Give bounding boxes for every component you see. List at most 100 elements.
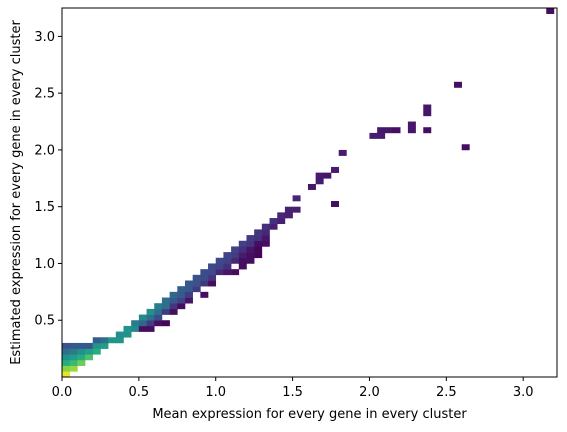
x-axis-label: Mean expression for every gene in every … — [152, 407, 467, 422]
heatmap-cell — [154, 314, 163, 321]
heatmap-cell — [92, 337, 101, 344]
heatmap-cell — [461, 144, 470, 151]
heatmap-cell — [331, 201, 340, 207]
heatmap-cell — [161, 303, 170, 310]
heatmap-cell — [69, 354, 78, 361]
heatmap-cell — [246, 240, 255, 247]
heatmap-cell — [192, 286, 201, 293]
heatmap-cell — [200, 291, 209, 298]
heatmap-cell — [261, 223, 270, 230]
heatmap-cell — [138, 314, 147, 321]
heatmap-cell — [269, 218, 278, 225]
heatmap-cell — [284, 212, 293, 219]
heatmap-cell — [62, 342, 70, 349]
heatmap-cell — [154, 303, 163, 310]
heatmap-cell — [92, 348, 101, 355]
plot-frame — [61, 7, 558, 378]
heatmap-cell — [215, 257, 224, 264]
heatmap-cell — [62, 348, 70, 355]
y-tick-label: 2.0 — [34, 143, 55, 158]
heatmap-cell — [184, 286, 193, 293]
heatmap-cell — [108, 337, 117, 344]
heatmap-cells — [62, 8, 555, 378]
heatmap-cell — [161, 308, 170, 315]
heatmap-cell — [115, 331, 124, 338]
heatmap-cell — [100, 342, 109, 349]
heatmap-cell — [215, 269, 224, 276]
heatmap-cell — [238, 257, 247, 264]
heatmap-cell — [323, 172, 332, 179]
heatmap-cell — [261, 229, 270, 236]
heatmap-cell — [138, 320, 147, 327]
heatmap-cell — [123, 331, 132, 338]
heatmap-cell — [69, 348, 78, 355]
heatmap-cell — [238, 252, 247, 259]
heatmap-cell — [62, 371, 70, 378]
heatmap-cell — [338, 149, 347, 156]
y-tick-label: 3.0 — [34, 30, 55, 45]
heatmap-cell — [208, 274, 217, 281]
heatmap-cell — [208, 263, 217, 270]
heatmap-cell — [177, 297, 186, 304]
heatmap-cell — [292, 206, 301, 213]
heatmap-cell — [208, 269, 217, 276]
heatmap-cell — [407, 127, 416, 134]
x-tick-label: 2.5 — [436, 385, 457, 400]
heatmap-cell — [184, 280, 193, 287]
heatmap-cell — [377, 132, 386, 139]
heatmap-cell — [208, 280, 217, 287]
heatmap-cell — [115, 337, 124, 344]
heatmap-cell — [69, 365, 78, 372]
heatmap-cell — [184, 291, 193, 298]
heatmap-cell — [377, 127, 386, 134]
y-axis-label: Estimated expression for every gene in e… — [9, 20, 24, 365]
heatmap-cell — [331, 166, 340, 173]
heatmap-cell — [454, 81, 462, 88]
heatmap-cell — [238, 263, 247, 270]
heatmap-cell — [85, 342, 94, 349]
heatmap-cell — [161, 320, 170, 327]
heatmap-cell — [254, 252, 263, 259]
heatmap-cell — [223, 257, 232, 264]
heatmap-cell — [269, 223, 278, 230]
y-tick-label: 1.0 — [34, 257, 55, 272]
heatmap-cell — [146, 308, 155, 315]
heatmap-cell — [169, 303, 178, 310]
x-tick-label: 2.0 — [359, 385, 380, 400]
heatmap-cell — [277, 218, 286, 225]
heatmap-cell — [146, 320, 155, 327]
heatmap-cell — [77, 348, 86, 355]
heatmap-cell — [315, 178, 324, 185]
heatmap-cell — [192, 274, 201, 281]
heatmap-cell — [62, 365, 70, 372]
y-tick-label: 1.5 — [34, 200, 55, 215]
heatmap-cell — [223, 269, 232, 276]
heatmap-cell — [200, 280, 209, 287]
y-tick-label: 2.5 — [34, 87, 55, 102]
heatmap-cell — [546, 8, 555, 14]
heatmap-cell — [169, 291, 178, 298]
heatmap-cell — [277, 212, 286, 219]
heatmap-cell — [177, 286, 186, 293]
heatmap-cell — [315, 172, 324, 179]
heatmap-cell — [131, 325, 140, 332]
heatmap-cell — [85, 348, 94, 355]
x-tick-label: 0.5 — [129, 385, 150, 400]
y-axis-ticks: 0.5 1.0 1.5 2.0 2.5 3.0 — [34, 30, 62, 329]
heatmap-cell — [77, 359, 86, 366]
heatmap-cell — [423, 104, 432, 111]
heatmap-cell — [62, 354, 70, 361]
heatmap-cell — [77, 354, 86, 361]
y-tick-label: 0.5 — [34, 314, 55, 329]
heatmap-cell — [62, 359, 70, 366]
heatmap-cell — [307, 183, 316, 190]
heatmap-cell — [161, 297, 170, 304]
heatmap-cell — [231, 257, 240, 264]
heatmap-cell — [177, 303, 186, 310]
heatmap-cell — [246, 252, 255, 259]
heatmap-cell — [246, 235, 255, 242]
heatmap-cell — [184, 297, 193, 304]
heatmap-cell — [246, 246, 255, 253]
heatmap-cell — [69, 359, 78, 366]
x-tick-label: 0.0 — [52, 385, 73, 400]
